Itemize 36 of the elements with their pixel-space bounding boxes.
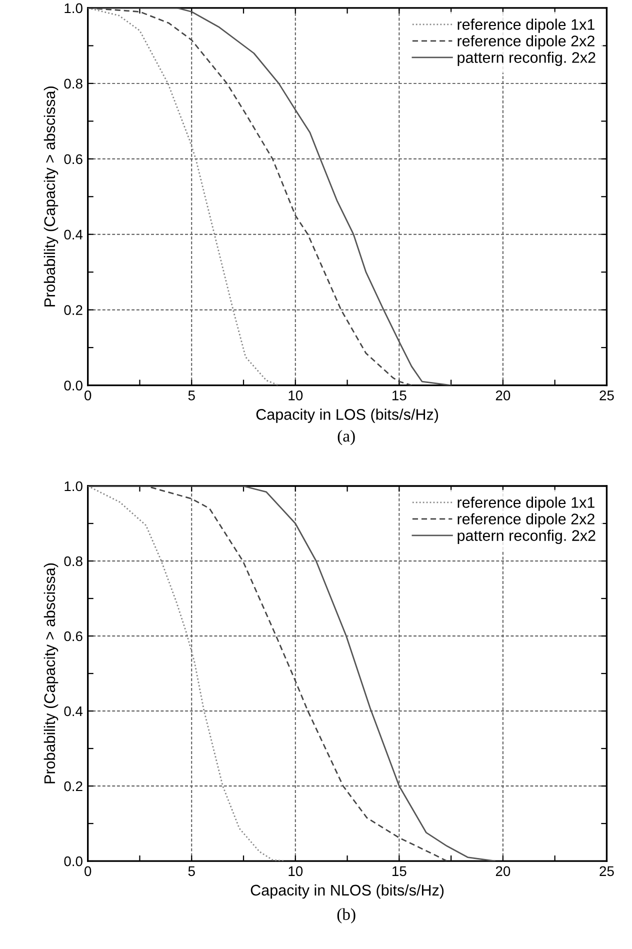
x-tick-label: 20: [496, 866, 510, 876]
x-axis-title: Capacity in NLOS (bits/s/Hz): [250, 884, 444, 899]
y-tick-label: 0.0: [64, 856, 82, 866]
legend-label: pattern reconfig. 2x2: [458, 52, 596, 66]
x-tick-label: 5: [188, 390, 195, 400]
text: (b): [337, 908, 356, 924]
y-tick-label: 0.2: [64, 305, 82, 315]
x-tick-label: 0: [84, 390, 92, 400]
legend-label: reference dipole 1x1: [458, 18, 594, 33]
text: (a): [338, 430, 355, 446]
y-tick-label: 0.8: [64, 556, 82, 566]
x-tick-label: 0: [84, 866, 92, 876]
y-tick-label: 0.6: [64, 154, 82, 164]
x-tick-label: 10: [288, 390, 303, 400]
legend-label: reference dipole 2x2: [458, 513, 594, 528]
y-tick-label: 1.0: [64, 3, 82, 14]
x-tick-label: 5: [188, 866, 195, 876]
y-tick-label: 0.8: [64, 78, 82, 89]
y-tick-label: 1.0: [64, 481, 82, 492]
legend-label: pattern reconfig. 2x2: [458, 530, 596, 544]
y-tick-label: 0.6: [64, 631, 82, 642]
y-tick-label: 0.2: [64, 781, 82, 792]
x-tick-label: 25: [600, 390, 614, 400]
y-axis-title: Probability (Capacity > abscissa): [44, 563, 58, 784]
legend-label: reference dipole 2x2: [458, 35, 594, 50]
x-tick-label: 25: [600, 866, 614, 876]
x-axis-title: Capacity in LOS (bits/s/Hz): [256, 408, 438, 423]
x-tick-label: 10: [288, 866, 303, 876]
x-tick-label: 20: [496, 390, 510, 400]
x-tick-label: 15: [392, 866, 406, 876]
y-tick-label: 0.4: [64, 230, 83, 240]
x-tick-label: 15: [392, 390, 406, 400]
y-tick-label: 0.4: [64, 706, 83, 716]
legend-label: reference dipole 1x1: [458, 496, 594, 511]
y-tick-label: 0.0: [64, 380, 82, 390]
y-axis-title: Probability (Capacity > abscissa): [44, 86, 58, 306]
